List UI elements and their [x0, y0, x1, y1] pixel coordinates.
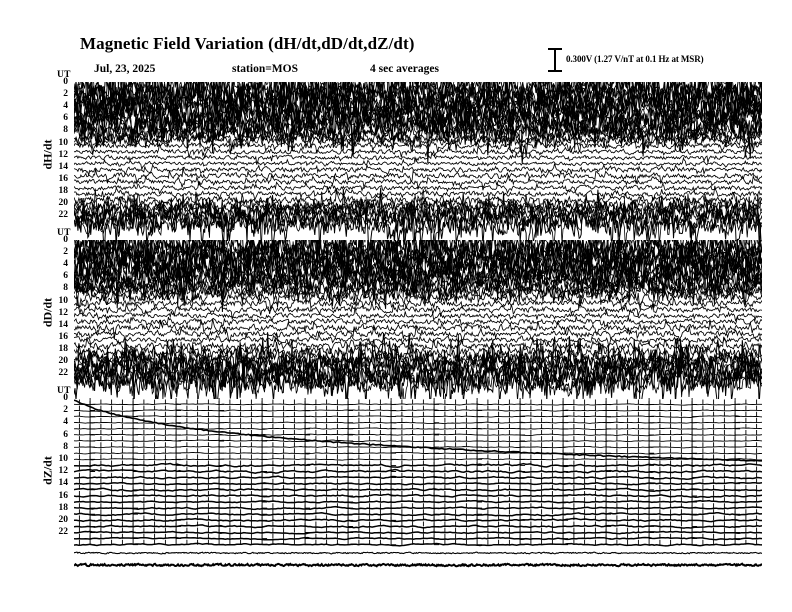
ut-tick-dZdt-16: 16 — [58, 490, 69, 501]
header-station: station=MOS — [232, 63, 298, 75]
ut-tick-dHdt-20: 20 — [58, 198, 69, 208]
header-date: Jul, 23, 2025 — [94, 63, 156, 75]
ut-tick-dDdt-0: 0 — [63, 235, 68, 245]
bottom-trace-2 — [74, 560, 762, 570]
ut-tick-dDdt-10: 10 — [58, 295, 69, 306]
ut-tick-dDdt-4: 4 — [63, 259, 68, 270]
plot-area-dHdt — [74, 82, 762, 242]
ut-tick-dZdt-2: 2 — [63, 405, 68, 416]
ut-header-dDdt: UT — [57, 228, 71, 238]
ut-tick-dDdt-6: 6 — [63, 271, 68, 282]
ut-header-dHdt: UT — [57, 70, 71, 80]
ut-tick-dZdt-10: 10 — [58, 454, 69, 464]
ut-tick-dZdt-6: 6 — [63, 429, 68, 440]
ut-tick-dZdt-18: 18 — [58, 502, 69, 513]
ut-tick-dZdt-14: 14 — [58, 478, 69, 489]
ut-tick-dDdt-16: 16 — [58, 331, 69, 342]
ut-tick-dZdt-0: 0 — [63, 393, 68, 403]
ut-tick-dDdt-12: 12 — [58, 307, 69, 318]
ut-tick-dHdt-18: 18 — [58, 185, 69, 196]
ut-tick-dHdt-2: 2 — [63, 89, 68, 100]
ut-tick-dDdt-22: 22 — [58, 368, 69, 379]
ut-tick-dHdt-22: 22 — [58, 210, 69, 221]
ut-tick-dDdt-14: 14 — [58, 319, 69, 330]
ut-tick-dHdt-4: 4 — [63, 101, 68, 112]
ut-tick-dZdt-8: 8 — [63, 441, 68, 452]
plot-area-dZdt — [74, 398, 762, 558]
ut-tick-dZdt-22: 22 — [58, 527, 69, 538]
ut-header-dZdt: UT — [57, 386, 71, 396]
ut-tick-dDdt-2: 2 — [63, 247, 68, 258]
ut-tick-dHdt-14: 14 — [58, 161, 69, 172]
ut-tick-dHdt-6: 6 — [63, 113, 68, 124]
page-title: Magnetic Field Variation (dH/dt,dD/dt,dZ… — [80, 34, 415, 53]
ut-tick-dHdt-10: 10 — [58, 137, 69, 148]
ut-tick-dHdt-12: 12 — [58, 149, 69, 160]
ut-tick-dDdt-18: 18 — [58, 343, 69, 354]
ut-tick-dHdt-16: 16 — [58, 173, 69, 184]
vertical-scale-bar-icon — [548, 48, 562, 72]
ut-tick-dZdt-12: 12 — [58, 466, 69, 477]
ut-tick-dHdt-0: 0 — [63, 77, 68, 87]
ut-tick-dHdt-8: 8 — [63, 125, 68, 136]
plot-area-dDdt — [74, 240, 762, 400]
ut-tick-dZdt-20: 20 — [58, 515, 69, 525]
header-averaging: 4 sec averages — [370, 63, 439, 75]
ut-tick-dZdt-4: 4 — [63, 417, 68, 428]
ut-tick-dDdt-20: 20 — [58, 356, 69, 366]
ut-tick-dDdt-8: 8 — [63, 283, 68, 294]
scale-bar-label: 0.300V (1.27 V/nT at 0.1 Hz at MSR) — [566, 54, 704, 64]
bottom-trace-1 — [74, 548, 762, 558]
